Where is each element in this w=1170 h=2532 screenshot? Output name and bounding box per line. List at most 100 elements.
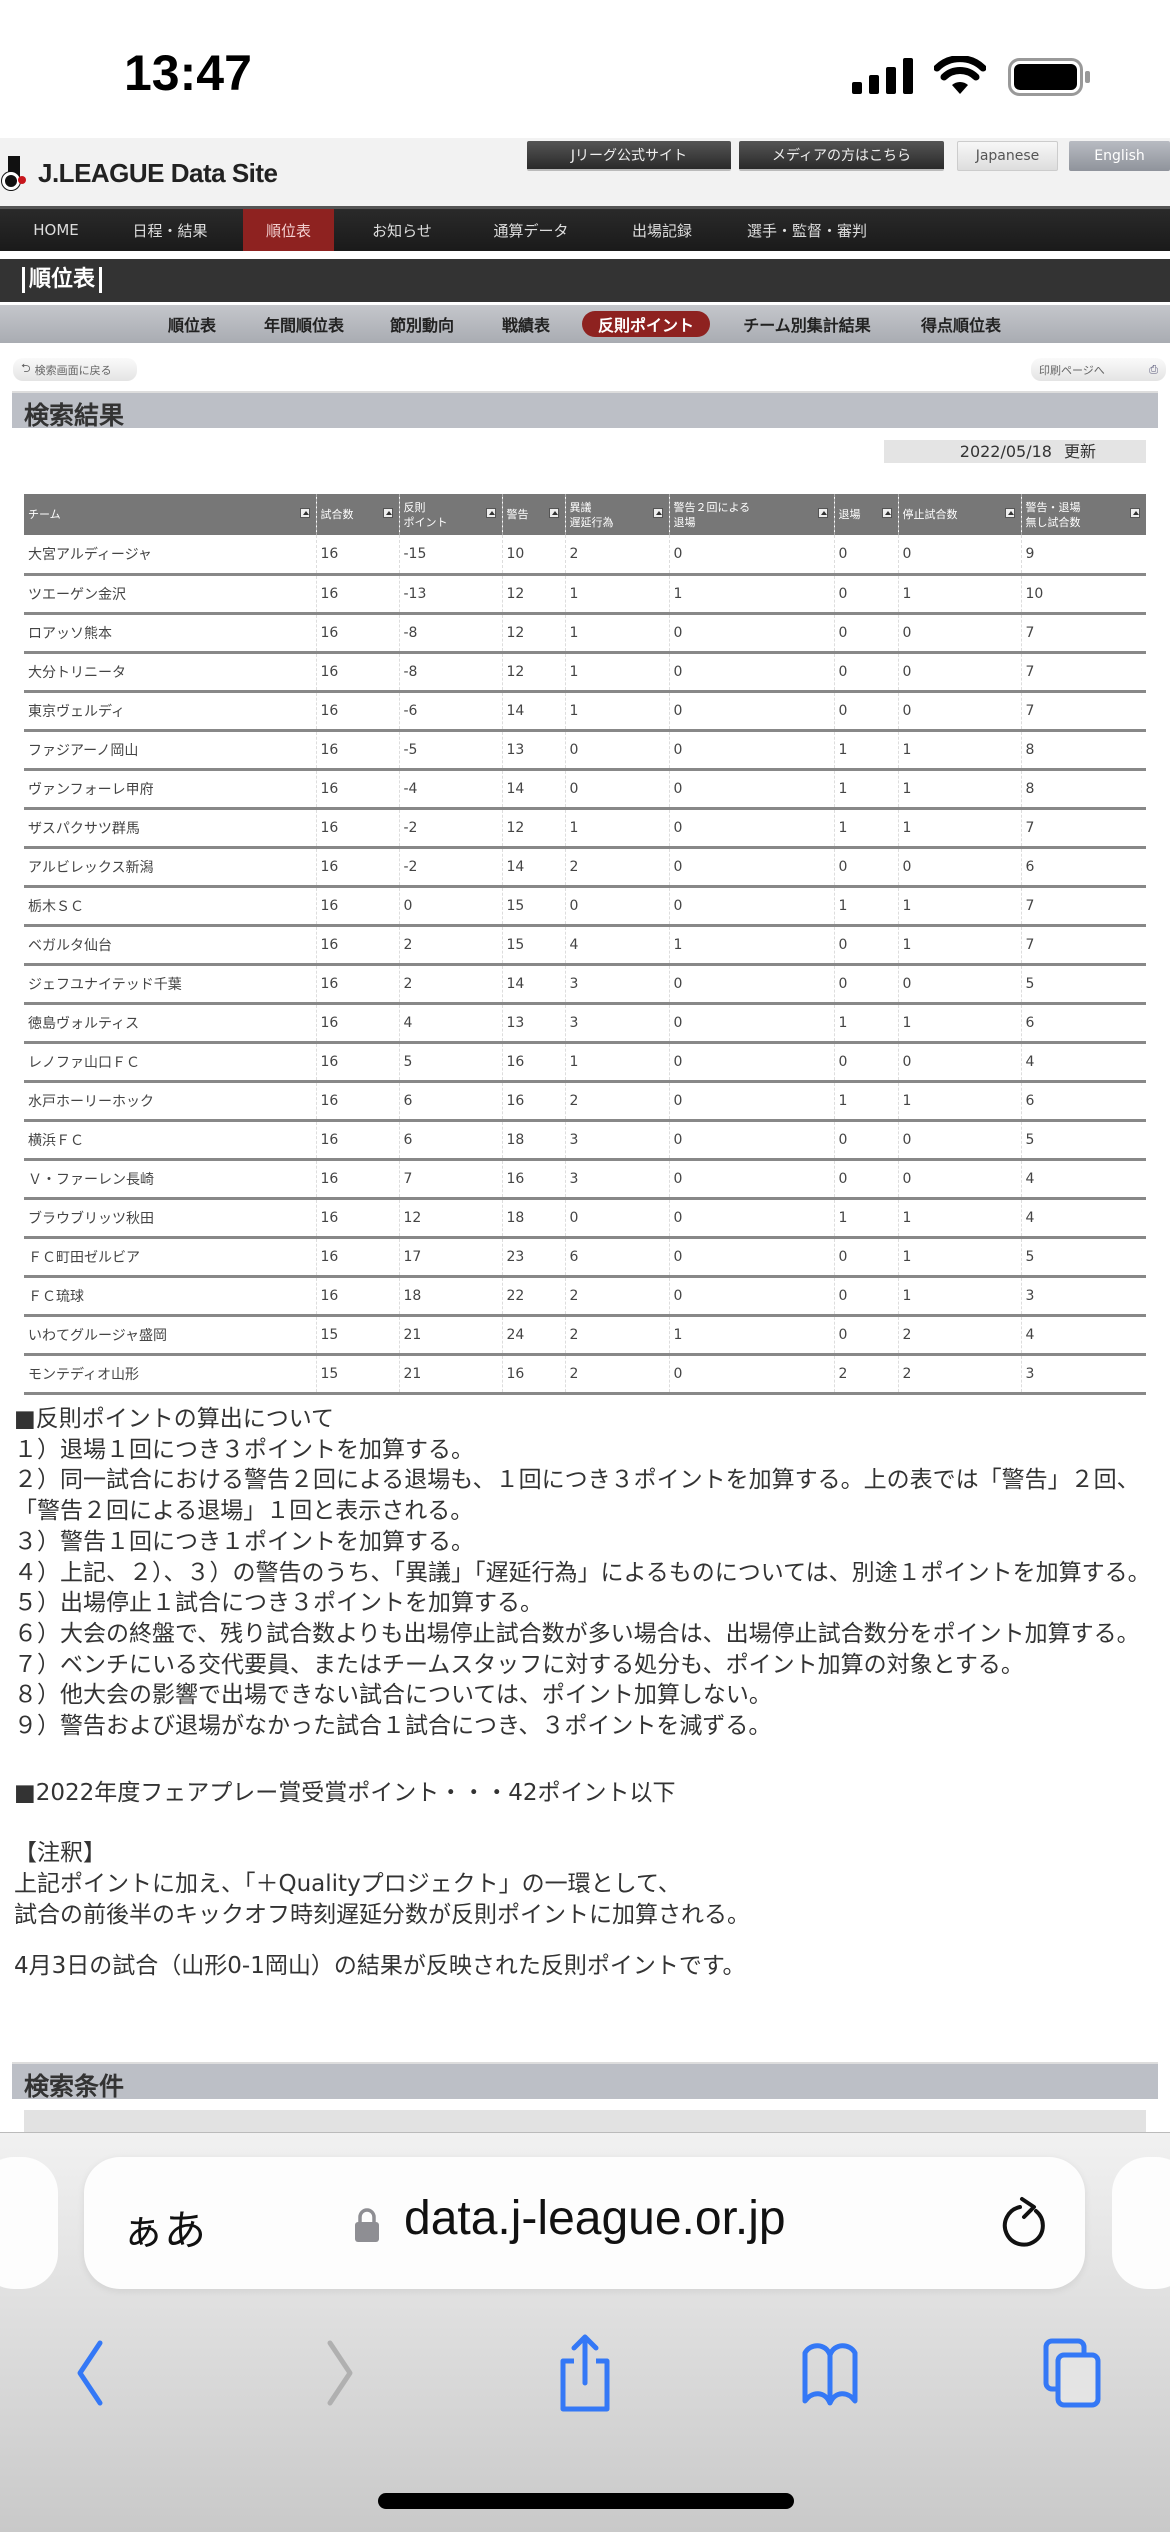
address-bar[interactable]: ぁあ data.j-league.or.jp xyxy=(84,2157,1085,2289)
stat-cell: 15 xyxy=(501,925,565,966)
nav-schedule-results[interactable]: 日程・結果 xyxy=(132,221,208,240)
stat-cell: 0 xyxy=(564,1198,669,1239)
nav-players-managers-referees[interactable]: 選手・監督・審判 xyxy=(746,221,867,240)
stat-cell: 0 xyxy=(833,652,898,693)
table-row: Ｖ・ファーレン長崎 16 7 16 3 0 0 0 4 xyxy=(24,1159,1146,1200)
jleague-official-site-button[interactable]: Jリーグ公式サイト xyxy=(527,141,731,171)
sort-icon[interactable] xyxy=(817,508,828,518)
stat-cell: 10 xyxy=(501,535,565,576)
stat-cell: 1 xyxy=(833,769,898,810)
nav-home[interactable]: HOME xyxy=(33,221,79,239)
japanese-button[interactable]: Japanese xyxy=(957,141,1058,171)
subnav-results-table[interactable]: 戦績表 xyxy=(501,316,550,335)
rule-item: ７）ベンチにいる交代要員、またはチームスタッフに対する処分も、ポイント加算の対象… xyxy=(14,1651,1024,1678)
team-name: ツエーゲン金沢 xyxy=(24,574,316,615)
back-icon[interactable] xyxy=(60,2333,120,2413)
column-header[interactable]: 警告 xyxy=(501,494,565,535)
stat-cell: 1 xyxy=(564,808,669,849)
section-title: 順位表 xyxy=(22,267,103,293)
back-to-search-button[interactable]: ⮌ 検索画面に戻る xyxy=(13,358,137,381)
sort-icon[interactable] xyxy=(299,508,310,518)
column-header[interactable]: 警告・退場 無し試合数 xyxy=(1020,494,1146,535)
home-indicator[interactable] xyxy=(378,2493,794,2509)
page-settings-button[interactable]: ぁあ xyxy=(122,2206,207,2255)
jleague-mark-icon xyxy=(2,156,32,190)
column-header[interactable]: 警告２回による 退場 xyxy=(668,494,834,535)
jleague-logo[interactable]: J.LEAGUE Data Site xyxy=(2,156,278,190)
column-header[interactable]: 異議 遅延行為 xyxy=(564,494,669,535)
stat-cell: 1 xyxy=(833,886,898,927)
stat-cell: 21 xyxy=(398,1315,502,1356)
annotation-line: 上記ポイントに加え、「＋Qualityプロジェクト」の一環として、 xyxy=(14,1871,681,1898)
next-tab-pill[interactable] xyxy=(1112,2157,1170,2289)
team-name: ＦＣ町田ゼルビア xyxy=(24,1237,316,1278)
column-header[interactable]: 反則 ポイント xyxy=(398,494,502,535)
bookmarks-icon[interactable] xyxy=(800,2333,860,2413)
subnav-annual-standings[interactable]: 年間順位表 xyxy=(263,316,344,335)
column-header[interactable]: チーム xyxy=(24,494,316,535)
stat-cell: 1 xyxy=(564,613,669,654)
stat-cell: 2 xyxy=(833,1354,898,1395)
sort-icon[interactable] xyxy=(382,508,393,518)
sort-icon[interactable] xyxy=(1004,508,1015,518)
column-header[interactable]: 退場 xyxy=(833,494,898,535)
stat-cell: 3 xyxy=(1020,1354,1146,1395)
subnav-scorer-ranking[interactable]: 得点順位表 xyxy=(920,316,1001,335)
nav-standings[interactable]: 順位表 xyxy=(243,209,334,251)
table-row: 栃木ＳＣ 16 0 15 0 0 1 1 7 xyxy=(24,886,1146,927)
stat-cell: 16 xyxy=(315,886,399,927)
tabs-icon[interactable] xyxy=(1042,2333,1102,2413)
nav-news[interactable]: お知らせ xyxy=(372,221,432,240)
stat-cell: 0 xyxy=(897,847,1021,888)
print-page-button[interactable]: 印刷ページへ ⎙ xyxy=(1031,358,1166,381)
stat-cell: 0 xyxy=(398,886,502,927)
table-row: ヴァンフォーレ甲府 16 -4 14 0 0 1 1 8 xyxy=(24,769,1146,810)
subnav-foul-points[interactable]: 反則ポイント xyxy=(582,311,710,337)
forward-icon[interactable] xyxy=(310,2333,370,2413)
sort-icon[interactable] xyxy=(652,508,663,518)
team-name: ＦＣ琉球 xyxy=(24,1276,316,1317)
stat-cell: 6 xyxy=(564,1237,669,1278)
stat-cell: 5 xyxy=(1020,964,1146,1005)
sort-icon[interactable] xyxy=(548,508,559,518)
english-button[interactable]: English xyxy=(1069,141,1170,171)
previous-tab-pill[interactable] xyxy=(0,2157,58,2289)
stat-cell: 22 xyxy=(501,1276,565,1317)
stat-cell: 0 xyxy=(668,535,834,576)
stat-cell: 2 xyxy=(398,964,502,1005)
fairplay-threshold: ■2022年度フェアプレー賞受賞ポイント・・・42ポイント以下 xyxy=(14,1779,676,1806)
stat-cell: 0 xyxy=(668,1237,834,1278)
media-button[interactable]: メディアの方はこちら xyxy=(739,141,944,171)
nav-cumulative-data[interactable]: 通算データ xyxy=(493,221,569,240)
rule-item: １）退場１回につき３ポイントを加算する。 xyxy=(14,1436,474,1463)
stat-cell: -8 xyxy=(398,652,502,693)
main-nav: HOME 日程・結果 順位表 お知らせ 通算データ 出場記録 選手・監督・審判 xyxy=(0,206,1170,251)
stat-cell: 14 xyxy=(501,691,565,732)
stat-cell: 16 xyxy=(501,1042,565,1083)
stat-cell: 16 xyxy=(315,1159,399,1200)
table-row: ロアッソ熊本 16 -8 12 1 0 0 0 7 xyxy=(24,613,1146,654)
stat-cell: 14 xyxy=(501,847,565,888)
stat-cell: 0 xyxy=(897,613,1021,654)
stat-cell: 1 xyxy=(564,1042,669,1083)
stat-cell: 0 xyxy=(668,652,834,693)
subnav-team-totals[interactable]: チーム別集計結果 xyxy=(743,316,871,335)
reload-icon[interactable] xyxy=(1000,2195,1050,2251)
sort-icon[interactable] xyxy=(485,508,496,518)
stat-cell: 1 xyxy=(897,886,1021,927)
column-header[interactable]: 試合数 xyxy=(315,494,399,535)
label: Jリーグ公式サイト xyxy=(570,148,688,164)
sort-icon[interactable] xyxy=(1130,508,1140,518)
update-date: 2022/05/18 更新 xyxy=(884,440,1146,463)
column-header[interactable]: 停止試合数 xyxy=(897,494,1021,535)
stat-cell: 7 xyxy=(1020,691,1146,732)
subnav-standings[interactable]: 順位表 xyxy=(167,316,216,335)
stat-cell: 8 xyxy=(1020,769,1146,810)
subnav-round-trends[interactable]: 節別動向 xyxy=(389,316,454,335)
table-row: 大分トリニータ 16 -8 12 1 0 0 0 7 xyxy=(24,652,1146,693)
stat-cell: 0 xyxy=(668,1003,834,1044)
nav-appearance-records[interactable]: 出場記録 xyxy=(631,221,692,240)
share-icon[interactable] xyxy=(555,2333,615,2413)
column-header-label: チーム xyxy=(28,508,61,521)
sort-icon[interactable] xyxy=(881,508,892,518)
